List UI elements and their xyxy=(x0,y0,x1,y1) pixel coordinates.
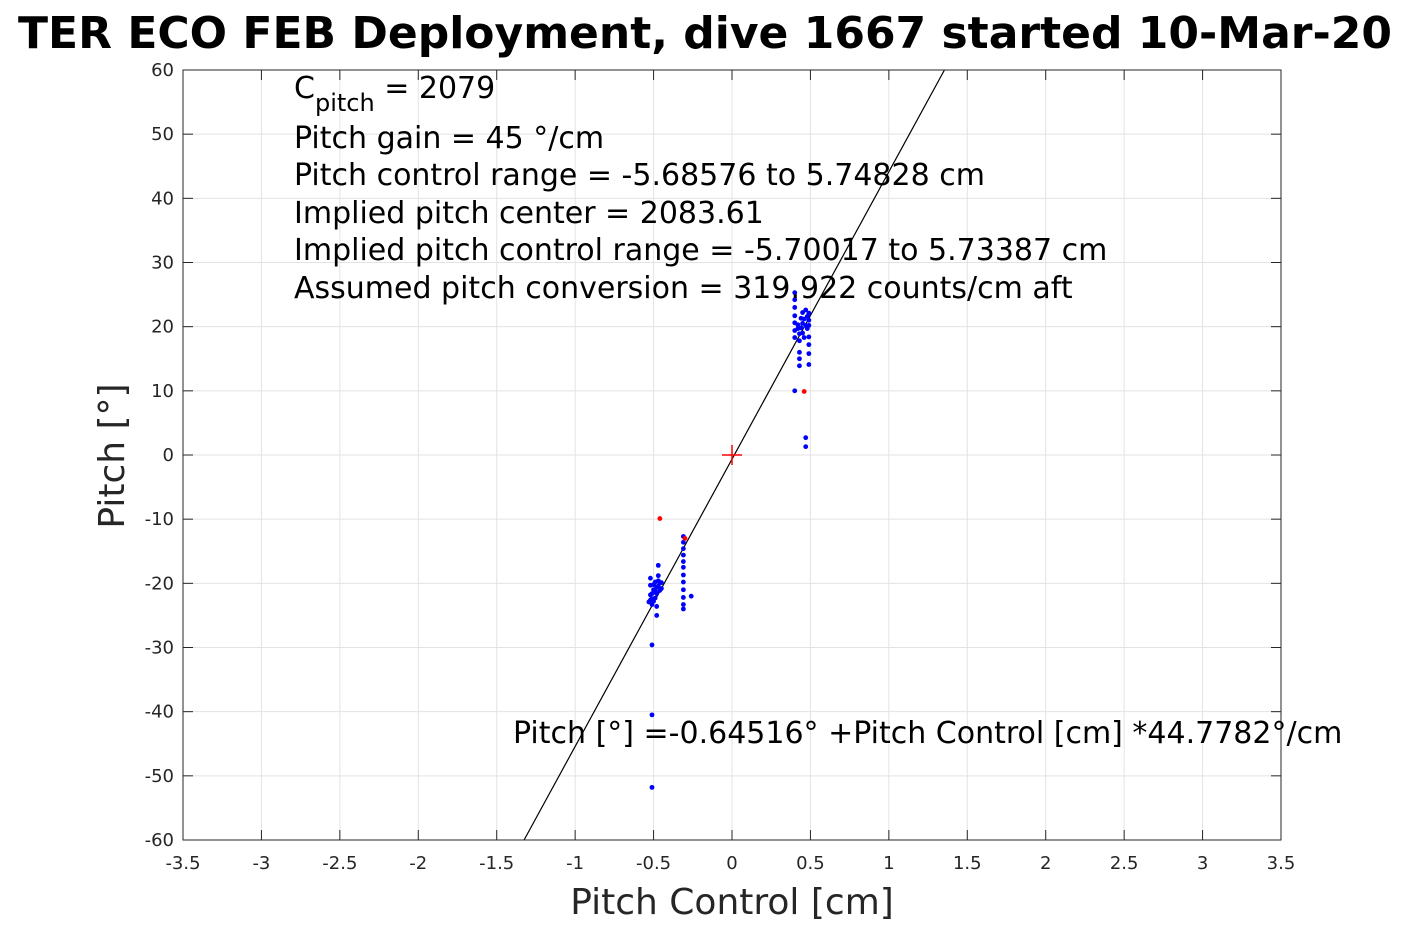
fit-equation: Pitch [°] =-0.64516° +Pitch Control [cm]… xyxy=(513,716,1342,751)
conversion-annotation: Assumed pitch conversion = 319.922 count… xyxy=(294,271,1073,306)
y-tick-label: 60 xyxy=(151,60,174,81)
implied-range-annotation: Implied pitch control range = -5.70017 t… xyxy=(294,233,1107,268)
y-tick-label: -10 xyxy=(145,509,174,530)
data-point xyxy=(680,595,686,600)
x-ticks: -3.5 -3 -2.5 -2 -1.5 -1 -0.5 0 0.5 1 1.5 2 2.5 3 3.5 xyxy=(165,70,1295,874)
y-tick-label: -30 xyxy=(145,638,174,659)
x-tick-label: 3 xyxy=(1197,853,1208,874)
data-point xyxy=(648,575,653,581)
data-point xyxy=(680,602,686,607)
x-tick-label: 1 xyxy=(883,853,894,874)
data-point xyxy=(652,595,658,601)
pitch-center-annotation: Implied pitch center = 2083.61 xyxy=(294,196,764,231)
pitch-gain-annotation: Pitch gain = 45 °/cm xyxy=(294,121,604,156)
data-point xyxy=(806,351,812,357)
data-point xyxy=(657,516,663,521)
data-point xyxy=(649,642,655,648)
x-axis-label: Pitch Control [cm] xyxy=(570,882,894,923)
data-point xyxy=(680,572,686,578)
data-point xyxy=(792,388,798,394)
data-point xyxy=(801,335,807,340)
x-tick-label: -1.5 xyxy=(479,853,514,874)
y-ticks: -60 -50 -40 -30 -20 -10 0 10 20 30 40 50 60 xyxy=(145,60,1281,851)
cpitch-annotation: Cpitch = 2079 xyxy=(294,71,495,117)
cpitch-main: C xyxy=(294,71,315,106)
data-point xyxy=(680,587,686,593)
data-point xyxy=(806,317,812,323)
data-point xyxy=(803,444,809,450)
x-tick-label: 0.5 xyxy=(796,853,825,874)
data-point xyxy=(797,349,802,355)
x-tick-label: 1.5 xyxy=(953,853,982,874)
data-point xyxy=(792,313,798,319)
data-point xyxy=(682,536,688,541)
data-point xyxy=(680,579,686,585)
x-tick-label: -2.5 xyxy=(322,853,357,874)
data-point xyxy=(655,562,661,568)
cpitch-value: = 2079 xyxy=(375,71,496,106)
data-point xyxy=(659,586,664,591)
x-tick-label: 0 xyxy=(726,853,737,874)
data-point xyxy=(654,613,660,618)
y-tick-label: 0 xyxy=(163,445,174,466)
data-point xyxy=(806,342,812,348)
y-tick-label: -60 xyxy=(145,830,174,851)
x-tick-label: -3.5 xyxy=(165,853,200,874)
data-point xyxy=(806,322,812,328)
data-point xyxy=(680,559,686,564)
data-point xyxy=(795,322,801,328)
data-point xyxy=(797,356,802,362)
annotation-block: Cpitch = 2079 Pitch gain = 45 °/cm Pitch… xyxy=(294,71,1107,306)
x-tick-label: -0.5 xyxy=(636,853,671,874)
y-tick-label: 40 xyxy=(151,188,174,209)
y-tick-label: 30 xyxy=(151,253,174,274)
data-point xyxy=(680,564,686,570)
data-point xyxy=(803,307,809,313)
pitch-range-annotation: Pitch control range = -5.68576 to 5.7482… xyxy=(294,158,985,193)
cpitch-subscript: pitch xyxy=(315,89,375,117)
data-point xyxy=(792,335,798,340)
data-point xyxy=(806,362,812,367)
data-point xyxy=(649,784,655,790)
data-point xyxy=(806,334,812,340)
chart-title: TER ECO FEB Deployment, dive 1667 starte… xyxy=(18,8,1392,59)
data-point xyxy=(655,573,661,579)
data-point xyxy=(680,552,686,558)
data-point xyxy=(798,325,804,331)
data-point xyxy=(680,539,686,545)
data-point xyxy=(797,338,802,344)
x-tick-label: 3.5 xyxy=(1267,853,1296,874)
data-point xyxy=(792,290,798,296)
x-tick-label: 2.5 xyxy=(1110,853,1139,874)
x-tick-label: -2 xyxy=(409,853,427,874)
data-point xyxy=(654,604,660,609)
y-axis-label: Pitch [°] xyxy=(92,383,133,528)
x-tick-label: 2 xyxy=(1040,853,1051,874)
data-points xyxy=(646,290,812,790)
data-point xyxy=(688,593,694,599)
data-point xyxy=(792,305,798,310)
x-tick-label: -1 xyxy=(566,853,584,874)
data-point xyxy=(680,606,686,612)
data-point xyxy=(680,546,686,552)
data-point xyxy=(797,363,802,369)
y-tick-label: -40 xyxy=(145,702,174,723)
y-tick-label: -50 xyxy=(145,766,174,787)
y-tick-label: 10 xyxy=(151,381,174,402)
data-point xyxy=(801,389,807,394)
data-point xyxy=(803,435,809,441)
y-tick-label: 50 xyxy=(151,124,174,145)
data-point xyxy=(654,591,660,596)
y-tick-label: -20 xyxy=(145,573,174,594)
data-point xyxy=(792,297,798,303)
data-point xyxy=(800,330,805,336)
center-marker-layer xyxy=(722,445,742,465)
data-point xyxy=(659,580,664,586)
data-point xyxy=(806,310,812,316)
x-tick-label: -3 xyxy=(252,853,270,874)
data-point xyxy=(649,712,655,718)
y-tick-label: 20 xyxy=(151,317,174,338)
